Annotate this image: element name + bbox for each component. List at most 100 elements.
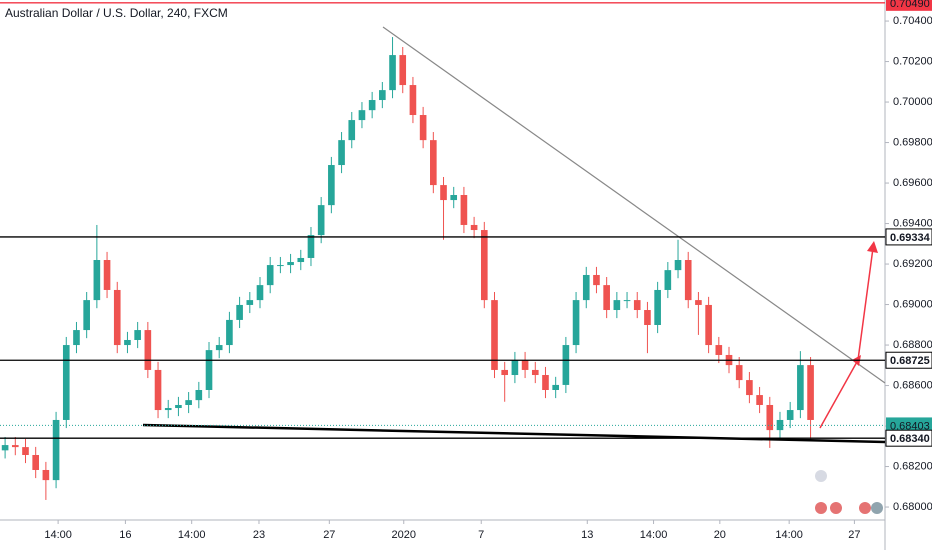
candle-body xyxy=(542,375,549,390)
candle-body xyxy=(205,350,213,390)
candle-body xyxy=(379,90,386,101)
event-icon xyxy=(871,502,883,514)
candle-body xyxy=(664,270,672,290)
candle-body xyxy=(338,140,345,166)
candle-body xyxy=(674,260,682,271)
candle-body xyxy=(32,455,39,470)
candle-body xyxy=(409,85,417,116)
event-icons xyxy=(815,470,883,514)
candle-body xyxy=(572,300,580,346)
level-label-box xyxy=(886,0,932,11)
y-tick-label: 0.68600 xyxy=(893,379,932,391)
candle-body xyxy=(521,360,529,370)
event-icon xyxy=(815,470,827,482)
candle-body xyxy=(73,330,80,346)
event-icon xyxy=(830,502,842,514)
y-tick-label: 0.70000 xyxy=(893,96,932,108)
plot-area xyxy=(1,37,814,500)
candle-body xyxy=(287,262,294,266)
candle-body xyxy=(470,224,478,231)
candle-body xyxy=(52,419,60,481)
level-label: 0.68340 xyxy=(890,433,930,445)
candle-body xyxy=(684,260,692,301)
x-tick-label: 7 xyxy=(478,529,484,541)
candle-body xyxy=(124,339,131,346)
y-tick-label: 0.69400 xyxy=(893,217,932,229)
candle-body xyxy=(633,300,641,311)
level-label-box xyxy=(886,417,932,434)
candle-body xyxy=(256,285,264,301)
candle-body xyxy=(511,360,519,376)
candle-body xyxy=(154,369,162,411)
x-tick-label: 27 xyxy=(323,529,335,541)
x-tick-label: 14:00 xyxy=(640,529,668,541)
level-label: 0.68725 xyxy=(890,355,930,367)
candle-body xyxy=(715,345,723,355)
candle-body xyxy=(348,120,356,141)
level-label: 0.70490 xyxy=(890,0,930,10)
x-tick-label: 14:00 xyxy=(44,529,72,541)
candle-body xyxy=(552,384,559,390)
candle-body xyxy=(623,300,631,302)
candle-body xyxy=(654,289,661,325)
candle-body xyxy=(134,330,141,340)
candle-body xyxy=(185,400,192,405)
candle-body xyxy=(440,185,447,201)
x-tick-label: 2020 xyxy=(392,529,416,541)
candle-body xyxy=(215,345,223,351)
x-tick-label: 27 xyxy=(848,529,860,541)
candle-body xyxy=(164,408,172,411)
y-tick-label: 0.69600 xyxy=(893,177,932,189)
candle-body xyxy=(807,365,814,420)
candle-body xyxy=(603,285,610,311)
candle-body xyxy=(62,345,70,420)
candle-body xyxy=(113,289,121,346)
candle-body xyxy=(460,195,468,225)
candle-body xyxy=(491,300,498,370)
y-tick-label: 0.70400 xyxy=(893,15,932,27)
candle-body xyxy=(582,274,590,301)
candle-body xyxy=(226,319,233,346)
candle-body xyxy=(297,257,305,263)
candle-body xyxy=(480,230,488,301)
candle-body xyxy=(246,300,254,305)
y-tick-label: 0.68000 xyxy=(893,501,932,513)
candle-body xyxy=(766,404,774,431)
candle-body xyxy=(389,55,396,91)
candle-body xyxy=(266,265,274,286)
y-tick-label: 0.70200 xyxy=(893,55,932,67)
event-icon xyxy=(859,502,871,514)
candle-body xyxy=(562,345,570,385)
candle-body xyxy=(11,445,19,448)
candle-body xyxy=(735,365,743,381)
x-tick-label: 23 xyxy=(253,529,265,541)
arrow-head xyxy=(867,241,878,253)
candle-body xyxy=(277,265,284,267)
candle-body xyxy=(501,369,509,376)
candle-body xyxy=(613,300,621,311)
y-tick-label: 0.69000 xyxy=(893,298,932,310)
chart-title: Australian Dollar / U.S. Dollar, 240, FX… xyxy=(5,6,228,20)
candle-body xyxy=(705,304,712,346)
y-tick-label: 0.68800 xyxy=(893,339,932,351)
candle-body xyxy=(644,310,651,325)
y-tick-label: 0.69200 xyxy=(893,258,932,270)
candle-body xyxy=(593,274,600,286)
x-tick-label: 20 xyxy=(714,529,726,541)
x-tick-label: 14:00 xyxy=(775,529,803,541)
candle-body xyxy=(797,365,804,411)
candle-body xyxy=(756,395,763,405)
candle-body xyxy=(195,390,203,401)
y-tick-label: 0.69800 xyxy=(893,136,932,148)
candle-body xyxy=(399,55,407,86)
candle-body xyxy=(419,115,427,141)
support-line xyxy=(142,423,886,444)
candle-body xyxy=(786,410,794,420)
event-icon xyxy=(815,502,827,514)
level-label: 0.68403 xyxy=(890,420,930,432)
candle-body xyxy=(236,304,243,320)
x-tick-label: 13 xyxy=(581,529,593,541)
candle-body xyxy=(450,195,458,201)
